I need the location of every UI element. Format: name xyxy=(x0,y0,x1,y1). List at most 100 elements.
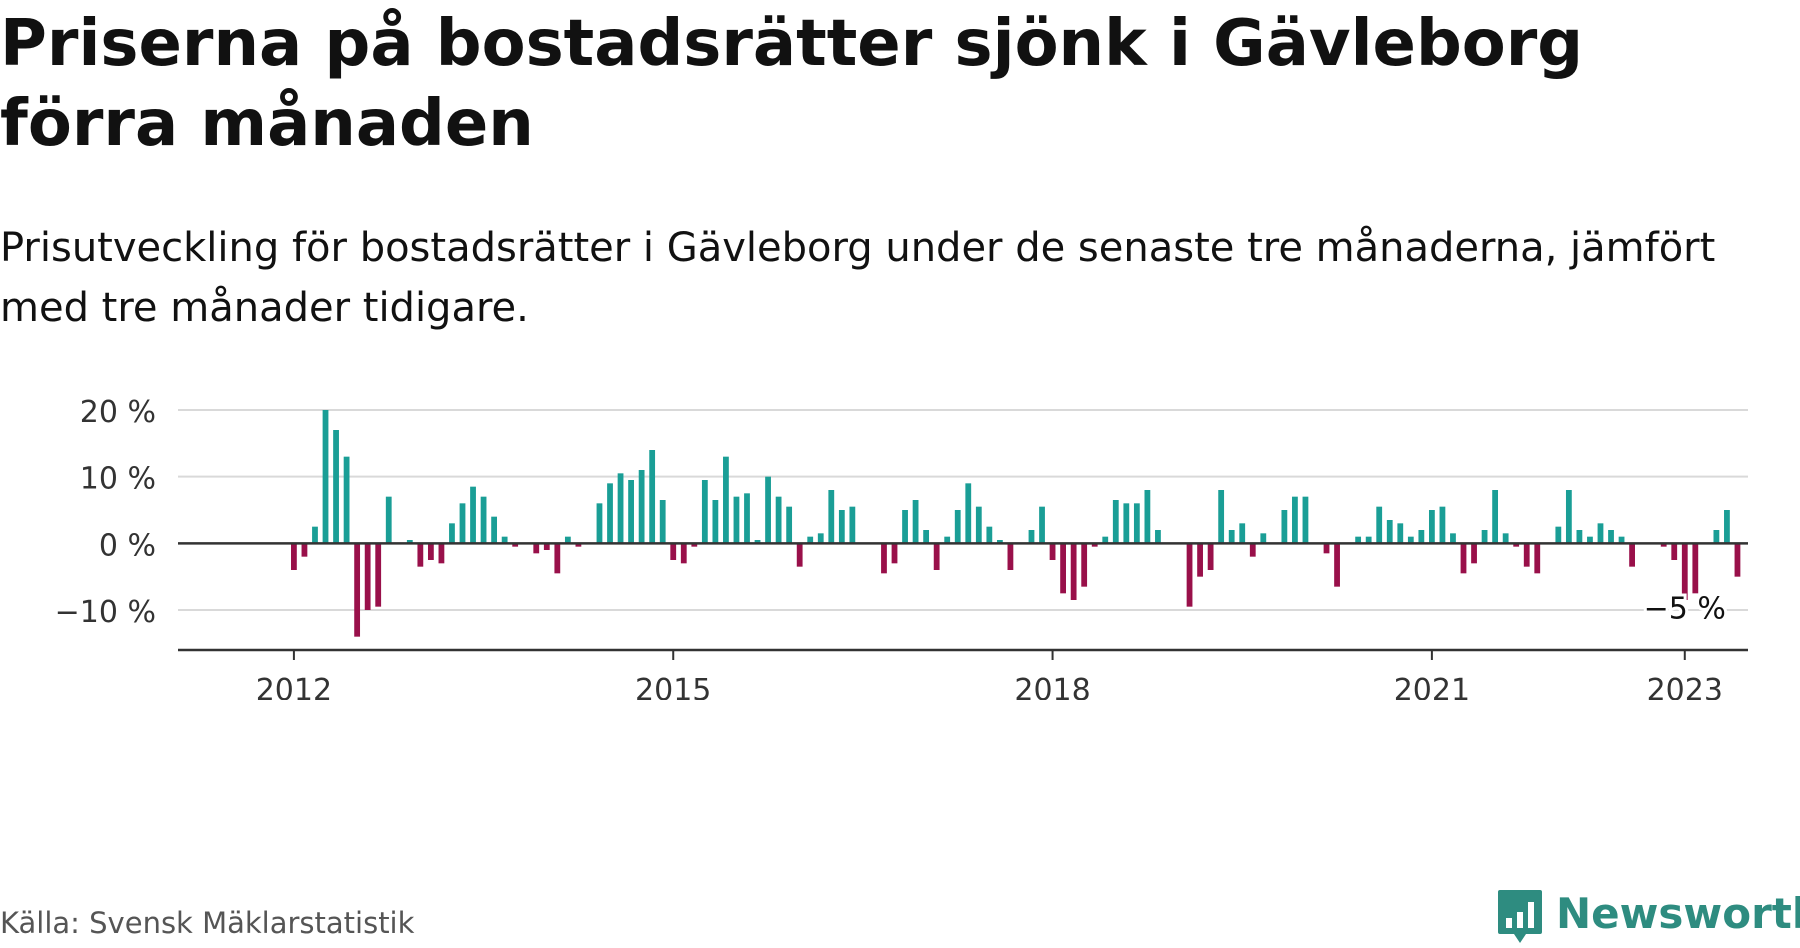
bar xyxy=(1334,543,1340,587)
bar xyxy=(449,523,455,544)
chart-title: Priserna på bostadsrätter sjönk i Gävleb… xyxy=(0,7,1584,161)
bar xyxy=(491,516,498,544)
bar xyxy=(723,456,729,544)
y-tick-label: 20 % xyxy=(80,395,156,430)
bar xyxy=(322,410,329,544)
bar xyxy=(1386,520,1393,544)
bar xyxy=(944,536,951,544)
bar xyxy=(1439,506,1446,544)
bar xyxy=(470,486,476,544)
bar xyxy=(796,543,803,567)
bar xyxy=(1397,523,1404,544)
bar xyxy=(1555,526,1562,544)
bar xyxy=(670,543,677,560)
bar xyxy=(1618,536,1625,544)
bar xyxy=(754,540,761,544)
brand-name: Newsworthy xyxy=(1556,889,1800,938)
bar xyxy=(1355,536,1362,544)
bar xyxy=(354,543,361,637)
bar xyxy=(744,493,750,544)
bar xyxy=(1734,543,1741,577)
bar xyxy=(902,510,908,544)
bar xyxy=(480,496,487,544)
bar xyxy=(1007,543,1014,570)
bar xyxy=(406,540,413,544)
bar xyxy=(1281,510,1288,544)
bar xyxy=(1091,543,1098,547)
bar xyxy=(1112,500,1119,544)
bar xyxy=(1218,490,1225,544)
bar xyxy=(1576,530,1583,544)
bar xyxy=(1039,506,1045,544)
bar xyxy=(512,543,519,547)
bar xyxy=(1513,543,1520,547)
y-tick-label: 0 % xyxy=(99,528,156,563)
bar xyxy=(986,526,993,544)
bar xyxy=(1060,543,1066,594)
x-tick-label: 2015 xyxy=(635,673,711,700)
bar-chart-logo-icon xyxy=(1498,890,1542,943)
bar xyxy=(828,490,835,544)
bar xyxy=(1671,543,1678,560)
bar xyxy=(817,533,824,544)
bar xyxy=(1681,543,1688,600)
bar xyxy=(607,483,613,544)
bar xyxy=(628,480,634,544)
bar xyxy=(1207,543,1214,570)
bar xyxy=(312,526,318,544)
bar xyxy=(1292,496,1298,544)
bar xyxy=(1713,530,1720,544)
bar xyxy=(427,543,434,560)
bar xyxy=(691,543,698,547)
x-tick-label: 2021 xyxy=(1394,673,1470,700)
bar xyxy=(923,530,930,544)
bar xyxy=(1460,543,1467,574)
x-tick-label: 2012 xyxy=(256,673,332,700)
bar xyxy=(1608,530,1614,544)
bar xyxy=(1502,533,1509,544)
bar xyxy=(1428,510,1435,544)
bar xyxy=(596,503,603,544)
bar xyxy=(1365,536,1372,544)
bar xyxy=(954,510,961,544)
bar xyxy=(1597,523,1604,544)
bar xyxy=(849,506,856,544)
bar xyxy=(1660,543,1667,547)
bar xyxy=(996,540,1003,544)
bar xyxy=(543,543,550,550)
bar xyxy=(1724,510,1730,544)
bar xyxy=(1228,530,1235,544)
bar xyxy=(1418,530,1425,544)
bar xyxy=(438,543,445,564)
bar xyxy=(838,510,845,544)
bar xyxy=(1102,536,1109,544)
bar xyxy=(1133,503,1140,544)
y-tick-label: −10 % xyxy=(55,595,156,630)
bar xyxy=(975,506,982,544)
bar xyxy=(1081,543,1088,587)
bar xyxy=(891,543,898,564)
x-tick-label: 2018 xyxy=(1014,673,1090,700)
bar xyxy=(1155,530,1161,544)
bar xyxy=(1197,543,1203,577)
bar xyxy=(533,543,540,554)
bar xyxy=(733,496,740,544)
bar xyxy=(291,543,297,570)
bar xyxy=(912,500,919,544)
bar xyxy=(1629,543,1635,567)
bar xyxy=(333,430,339,544)
bar xyxy=(712,500,719,544)
bar xyxy=(1249,543,1256,557)
bar xyxy=(680,543,687,564)
bar xyxy=(1260,533,1267,544)
bar xyxy=(575,543,582,547)
bar xyxy=(1376,506,1383,544)
newsworthy-logo: Newsworthy xyxy=(1496,884,1800,948)
x-tick-label: 2023 xyxy=(1647,673,1723,700)
bar xyxy=(554,543,561,574)
bar xyxy=(933,543,940,570)
bar xyxy=(1692,543,1699,594)
bar xyxy=(701,480,708,544)
y-tick-label: 10 % xyxy=(80,462,156,497)
bar xyxy=(1407,536,1414,544)
